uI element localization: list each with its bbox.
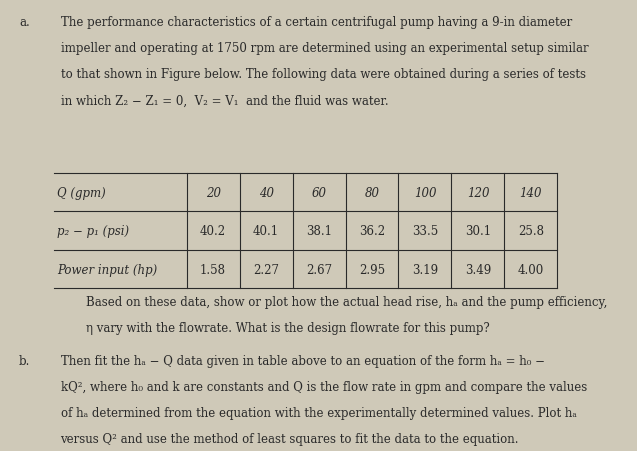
Text: 1.58: 1.58	[200, 263, 226, 276]
Text: Power input (hp): Power input (hp)	[57, 263, 157, 276]
Text: 2.67: 2.67	[306, 263, 332, 276]
Text: The performance characteristics of a certain centrifugal pump having a 9-in diam: The performance characteristics of a cer…	[61, 16, 572, 29]
Text: 120: 120	[467, 186, 489, 199]
Text: 4.00: 4.00	[518, 263, 544, 276]
Text: 100: 100	[413, 186, 436, 199]
Text: kQ², where h₀ and k are constants and Q is the flow rate in gpm and compare the : kQ², where h₀ and k are constants and Q …	[61, 380, 587, 393]
Text: 3.49: 3.49	[465, 263, 491, 276]
Text: η vary with the flowrate. What is the design flowrate for this pump?: η vary with the flowrate. What is the de…	[86, 322, 490, 335]
Text: 40.1: 40.1	[253, 225, 279, 238]
Text: impeller and operating at 1750 rpm are determined using an experimental setup si: impeller and operating at 1750 rpm are d…	[61, 42, 588, 55]
Text: 33.5: 33.5	[412, 225, 438, 238]
Text: 20: 20	[206, 186, 220, 199]
Text: 60: 60	[311, 186, 327, 199]
Text: 38.1: 38.1	[306, 225, 332, 238]
Text: 25.8: 25.8	[518, 225, 544, 238]
Text: versus Q² and use the method of least squares to fit the data to the equation.: versus Q² and use the method of least sq…	[61, 433, 519, 446]
Text: 2.27: 2.27	[253, 263, 279, 276]
Text: to that shown in Figure below. The following data were obtained during a series : to that shown in Figure below. The follo…	[61, 68, 585, 81]
Text: 80: 80	[364, 186, 380, 199]
Text: 30.1: 30.1	[465, 225, 491, 238]
Text: b.: b.	[19, 354, 31, 367]
Text: p₂ − p₁ (psi): p₂ − p₁ (psi)	[57, 225, 129, 238]
Text: Q (gpm): Q (gpm)	[57, 186, 106, 199]
Text: a.: a.	[19, 16, 30, 29]
Text: Then fit the hₐ − Q data given in table above to an equation of the form hₐ = h₀: Then fit the hₐ − Q data given in table …	[61, 354, 545, 367]
Text: 40.2: 40.2	[200, 225, 226, 238]
Text: in which Z₂ − Z₁ = 0,  V₂ = V₁  and the fluid was water.: in which Z₂ − Z₁ = 0, V₂ = V₁ and the fl…	[61, 94, 388, 107]
Text: Based on these data, show or plot how the actual head rise, hₐ and the pump effi: Based on these data, show or plot how th…	[86, 295, 607, 308]
Text: 3.19: 3.19	[412, 263, 438, 276]
Text: of hₐ determined from the equation with the experimentally determined values. Pl: of hₐ determined from the equation with …	[61, 406, 576, 419]
Text: 36.2: 36.2	[359, 225, 385, 238]
Text: 40: 40	[259, 186, 273, 199]
Text: 2.95: 2.95	[359, 263, 385, 276]
Text: 140: 140	[520, 186, 542, 199]
